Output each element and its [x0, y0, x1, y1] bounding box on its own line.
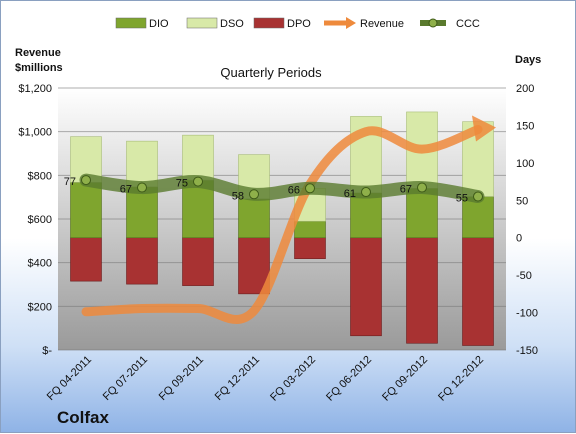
ccc-data-label: 67: [400, 184, 412, 196]
x-tick-label: FQ 07-2011: [101, 354, 150, 403]
dio-bar: [294, 220, 326, 239]
dpo-bar: [126, 237, 158, 285]
legend-swatch: [253, 17, 285, 29]
legend-item-dio: DIO: [115, 17, 169, 30]
dio-bar: [350, 192, 382, 239]
x-tick-label: FQ 09-2011: [157, 354, 206, 403]
left-tick-label: $800: [28, 170, 52, 182]
right-tick-label: -100: [516, 308, 538, 320]
ccc-data-label: 66: [288, 184, 300, 196]
left-axis-label-line1: Revenue: [15, 47, 61, 59]
x-tick-label: FQ 09-2012: [380, 354, 430, 404]
dio-bar: [406, 188, 438, 239]
legend-item-ccc: CCC: [420, 18, 480, 30]
left-tick-label: $600: [28, 214, 52, 226]
left-axis-ticks: $1,200 $1,000 $800 $600 $400 $200 $-: [18, 83, 52, 357]
x-tick-label: FQ 06-2012: [324, 354, 374, 404]
legend-marker: [428, 18, 438, 28]
ccc-data-label: 55: [456, 193, 468, 205]
ccc-data-label: 58: [232, 190, 244, 202]
left-axis-label-line2: $millions: [15, 62, 63, 74]
right-tick-label: -150: [516, 345, 538, 357]
left-tick-label: $200: [28, 301, 52, 313]
ccc-point: [81, 175, 91, 186]
dio-bar: [238, 198, 270, 239]
right-tick-label: 200: [516, 83, 534, 95]
x-tick-label: FQ 12-2012: [436, 354, 486, 404]
left-tick-label: $1,200: [18, 83, 52, 95]
right-tick-label: 0: [516, 233, 522, 245]
right-tick-label: 100: [516, 158, 534, 170]
right-tick-label: 50: [516, 195, 528, 207]
legend-swatch: [115, 17, 147, 29]
dpo-bar: [462, 237, 494, 346]
legend-label: DSO: [220, 18, 244, 30]
plot-area: 77 67 75 58 66 61 67 55: [58, 87, 506, 351]
legend: DIO DSO DPO Revenue CCC: [115, 17, 480, 30]
ccc-data-label: 61: [344, 188, 356, 200]
revenue-line: [81, 124, 483, 324]
left-tick-label: $400: [28, 258, 52, 270]
chart-title: Quarterly Periods: [220, 65, 322, 80]
dpo-bar: [182, 237, 214, 286]
dpo-bar: [350, 237, 382, 337]
left-tick-label: $1,000: [18, 127, 52, 139]
ccc-point: [193, 176, 203, 187]
legend-swatch: [186, 17, 218, 29]
x-tick-label: FQ 12-2011: [213, 354, 262, 403]
dso-bar: [182, 134, 214, 181]
x-tick-label: FQ 04-2011: [45, 354, 94, 403]
ccc-point: [137, 182, 147, 193]
ccc-point: [305, 183, 315, 194]
x-axis-ticks: FQ 04-2011 FQ 07-2011 FQ 09-2011 FQ 12-2011…: [45, 354, 486, 404]
legend-label: Revenue: [360, 18, 404, 30]
revenue-arrowhead: [472, 115, 496, 142]
legend-item-dpo: DPO: [253, 17, 311, 30]
ccc-point: [473, 191, 483, 202]
legend-label: DPO: [287, 18, 311, 30]
ccc-data-label: 67: [120, 184, 132, 196]
right-tick-label: -50: [516, 270, 532, 282]
x-tick-label: FQ 03-2012: [268, 354, 318, 404]
legend-item-dso: DSO: [186, 17, 244, 30]
legend-label: DIO: [149, 18, 169, 30]
left-tick-label: $-: [42, 345, 52, 357]
ccc-point: [249, 189, 259, 200]
dio-bar: [462, 196, 494, 239]
ccc-data-label: 77: [64, 176, 76, 188]
right-axis-ticks: 200 150 100 50 0 -50 -100 -150: [516, 83, 538, 357]
ccc-data-label: 75: [176, 178, 188, 190]
company-name: Colfax: [57, 408, 110, 427]
dio-bar: [70, 182, 102, 239]
right-tick-label: 150: [516, 120, 534, 132]
dso-bar: [126, 140, 158, 188]
right-axis-label: Days: [515, 54, 541, 66]
legend-label: CCC: [456, 18, 480, 30]
dpo-bar: [294, 237, 326, 259]
legend-arrow: [346, 17, 356, 29]
legend-item-revenue: Revenue: [324, 17, 404, 30]
dpo-bar: [70, 237, 102, 282]
ccc-point: [417, 182, 427, 193]
ccc-point: [361, 187, 371, 198]
dpo-bar: [406, 237, 438, 344]
